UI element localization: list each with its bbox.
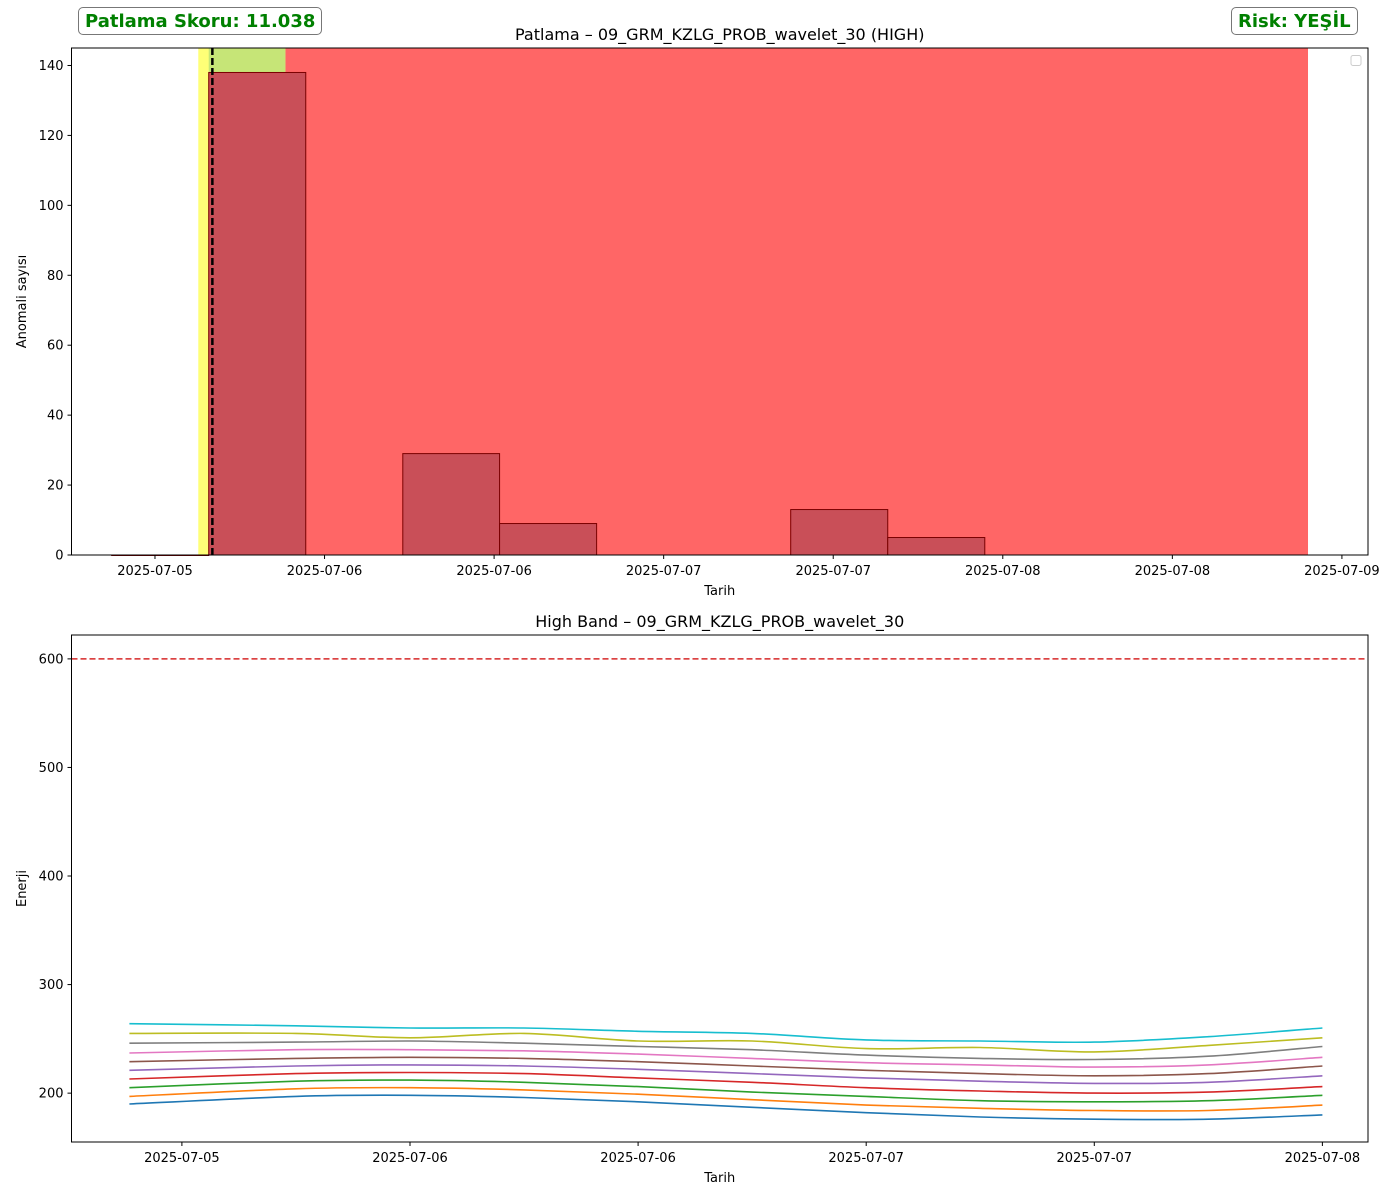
x-tick-label: 2025-07-05	[117, 564, 193, 579]
energy-series-line	[129, 1022, 1323, 1044]
histogram-bar	[790, 509, 889, 556]
risk-badge: Risk: YEŞİL	[1231, 7, 1358, 35]
y-tick-label: 0	[55, 549, 63, 564]
y-tick-label: 60	[47, 339, 64, 354]
x-tick-label: 2025-07-06	[372, 1151, 448, 1166]
y-tick-label: 140	[39, 59, 64, 74]
y-tick-label: 80	[47, 269, 64, 284]
x-tick-label: 2025-07-08	[965, 564, 1041, 579]
y-tick-label: 200	[39, 1087, 64, 1102]
y-tick-label: 100	[39, 199, 64, 214]
energy-series-line	[129, 1064, 1323, 1085]
chart-title: Patlama – 09_GRM_KZLG_PROB_wavelet_30 (H…	[515, 25, 924, 45]
score-badge: Patlama Skoru: 11.038	[78, 7, 323, 35]
y-tick-label: 600	[39, 652, 64, 667]
y-tick-label: 500	[39, 761, 64, 776]
y-tick-label: 40	[47, 409, 64, 424]
x-tick-label: 2025-07-07	[795, 564, 871, 579]
x-tick-label: 2025-07-07	[828, 1151, 904, 1166]
x-tick-label: 2025-07-07	[1057, 1151, 1133, 1166]
energy-series-line	[129, 1094, 1323, 1121]
x-tick-label: 2025-07-09	[1304, 564, 1380, 579]
x-tick-label: 2025-07-07	[626, 564, 702, 579]
energy-series-line	[129, 1071, 1323, 1094]
histogram-bar	[499, 523, 598, 556]
x-tick-label: 2025-07-08	[1285, 1151, 1361, 1166]
histogram-bar	[402, 453, 501, 556]
histogram-bar	[208, 71, 307, 556]
x-tick-label: 2025-07-06	[287, 564, 363, 579]
energy-series-line	[129, 1086, 1323, 1112]
x-axis-label: Tarih	[703, 1171, 735, 1186]
x-tick-label: 2025-07-08	[1135, 564, 1211, 579]
energy-series-line	[129, 1040, 1323, 1061]
y-axis-label: Enerji	[15, 870, 30, 907]
chart-title: High Band – 09_GRM_KZLG_PROB_wavelet_30	[535, 612, 904, 632]
histogram-bar	[887, 537, 986, 556]
y-tick-label: 400	[39, 870, 64, 885]
x-tick-label: 2025-07-06	[456, 564, 532, 579]
x-tick-label: 2025-07-05	[144, 1151, 220, 1166]
legend-box	[1350, 55, 1362, 66]
axes-frame	[71, 47, 1369, 556]
x-axis-label: Tarih	[703, 584, 735, 599]
energy-series-line	[129, 1032, 1323, 1053]
y-axis-label: Anomali sayısı	[15, 255, 30, 349]
energy-series-line	[129, 1056, 1323, 1077]
y-tick-label: 300	[39, 978, 64, 993]
y-tick-label: 20	[47, 479, 64, 494]
axes-frame	[71, 634, 1369, 1143]
y-tick-label: 120	[39, 129, 64, 144]
x-tick-label: 2025-07-06	[600, 1151, 676, 1166]
energy-series-line	[129, 1048, 1323, 1068]
energy-series-line	[129, 1079, 1323, 1103]
